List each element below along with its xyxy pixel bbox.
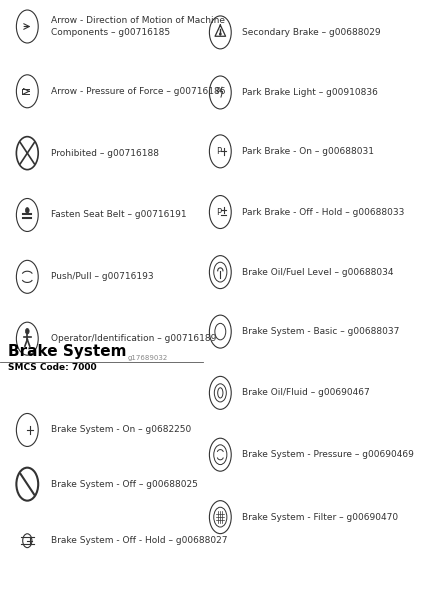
Text: Brake System - Filter – g00690470: Brake System - Filter – g00690470	[242, 512, 398, 522]
Text: P: P	[216, 207, 221, 217]
Text: Secondary Brake – g00688029: Secondary Brake – g00688029	[242, 28, 380, 37]
Text: Arrow - Direction of Motion of Machine
Components – g00716185: Arrow - Direction of Motion of Machine C…	[51, 16, 225, 37]
Text: Brake System - On – g0682250: Brake System - On – g0682250	[51, 425, 191, 435]
Text: Brake Oil/Fuel Level – g00688034: Brake Oil/Fuel Level – g00688034	[242, 267, 393, 277]
Text: Park Brake - Off - Hold – g00688033: Park Brake - Off - Hold – g00688033	[242, 207, 404, 217]
Text: P: P	[215, 87, 220, 96]
Text: Operator/Identification – g00716189: Operator/Identification – g00716189	[51, 334, 216, 343]
Text: Brake Oil/Fluid – g00690467: Brake Oil/Fluid – g00690467	[242, 388, 369, 398]
Text: Push/Pull – g00716193: Push/Pull – g00716193	[51, 272, 153, 282]
Text: Arrow - Pressure of Force – g00716186: Arrow - Pressure of Force – g00716186	[51, 87, 225, 96]
Circle shape	[26, 329, 29, 334]
Text: P: P	[216, 147, 221, 156]
Text: Brake System - Off – g00688025: Brake System - Off – g00688025	[51, 479, 197, 489]
Text: Prohibited – g00716188: Prohibited – g00716188	[51, 148, 159, 158]
Text: g17689032: g17689032	[128, 355, 168, 361]
Text: Park Brake Light – g00910836: Park Brake Light – g00910836	[242, 88, 378, 97]
Text: Fasten Seat Belt – g00716191: Fasten Seat Belt – g00716191	[51, 210, 186, 220]
Text: Brake System: Brake System	[8, 345, 126, 359]
Circle shape	[26, 207, 29, 213]
Text: Brake System - Basic – g00688037: Brake System - Basic – g00688037	[242, 327, 399, 336]
Text: Brake System - Off - Hold – g00688027: Brake System - Off - Hold – g00688027	[51, 536, 227, 545]
Text: SMCS Code: 7000: SMCS Code: 7000	[8, 363, 96, 372]
Circle shape	[220, 33, 221, 35]
Text: Park Brake - On – g00688031: Park Brake - On – g00688031	[242, 147, 374, 156]
Text: Brake System - Pressure – g00690469: Brake System - Pressure – g00690469	[242, 450, 414, 459]
